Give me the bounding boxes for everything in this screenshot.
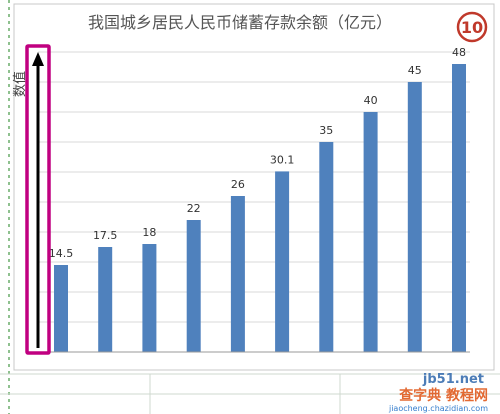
step-badge: 10	[456, 11, 488, 43]
data-labels: 14.5 17.5 18 22 26 30.1 35 40 45 48	[49, 46, 466, 260]
watermark: jb51.net 查字典 教程网 jiaocheng.chazidian.com	[388, 372, 488, 413]
bar	[98, 247, 113, 352]
y-axis-label: 数值	[12, 71, 28, 97]
bar	[54, 265, 68, 352]
data-label: 40	[364, 94, 378, 107]
bar	[452, 64, 466, 352]
bar	[319, 142, 334, 352]
bar	[363, 112, 378, 352]
bar	[275, 171, 290, 352]
data-label: 48	[452, 46, 466, 59]
arrow-head	[32, 52, 44, 66]
bar	[407, 82, 422, 352]
data-label: 14.5	[49, 247, 74, 260]
bar	[142, 244, 157, 352]
badge-circle	[456, 11, 488, 43]
watermark-url: jiaocheng.chazidian.com	[388, 404, 488, 413]
y-axis-arrow	[32, 52, 44, 348]
chart-title: 我国城乡居民人民币储蓄存款余额（亿元）	[88, 13, 392, 32]
watermark-brand: 查字典 教程网	[399, 387, 488, 404]
chart-frame	[13, 3, 495, 371]
bar	[230, 196, 245, 352]
data-label: 45	[408, 64, 422, 77]
data-label: 22	[187, 202, 201, 215]
data-label: 35	[319, 124, 333, 137]
data-label: 17.5	[93, 229, 118, 242]
watermark-site: jb51.net	[422, 372, 484, 387]
bar-series	[54, 64, 466, 352]
data-label: 30.1	[270, 153, 295, 166]
data-label: 18	[142, 226, 156, 239]
bar	[186, 220, 201, 352]
axis-highlight-box	[25, 44, 51, 355]
data-label: 26	[231, 178, 245, 191]
badge-number: 10	[461, 18, 483, 37]
